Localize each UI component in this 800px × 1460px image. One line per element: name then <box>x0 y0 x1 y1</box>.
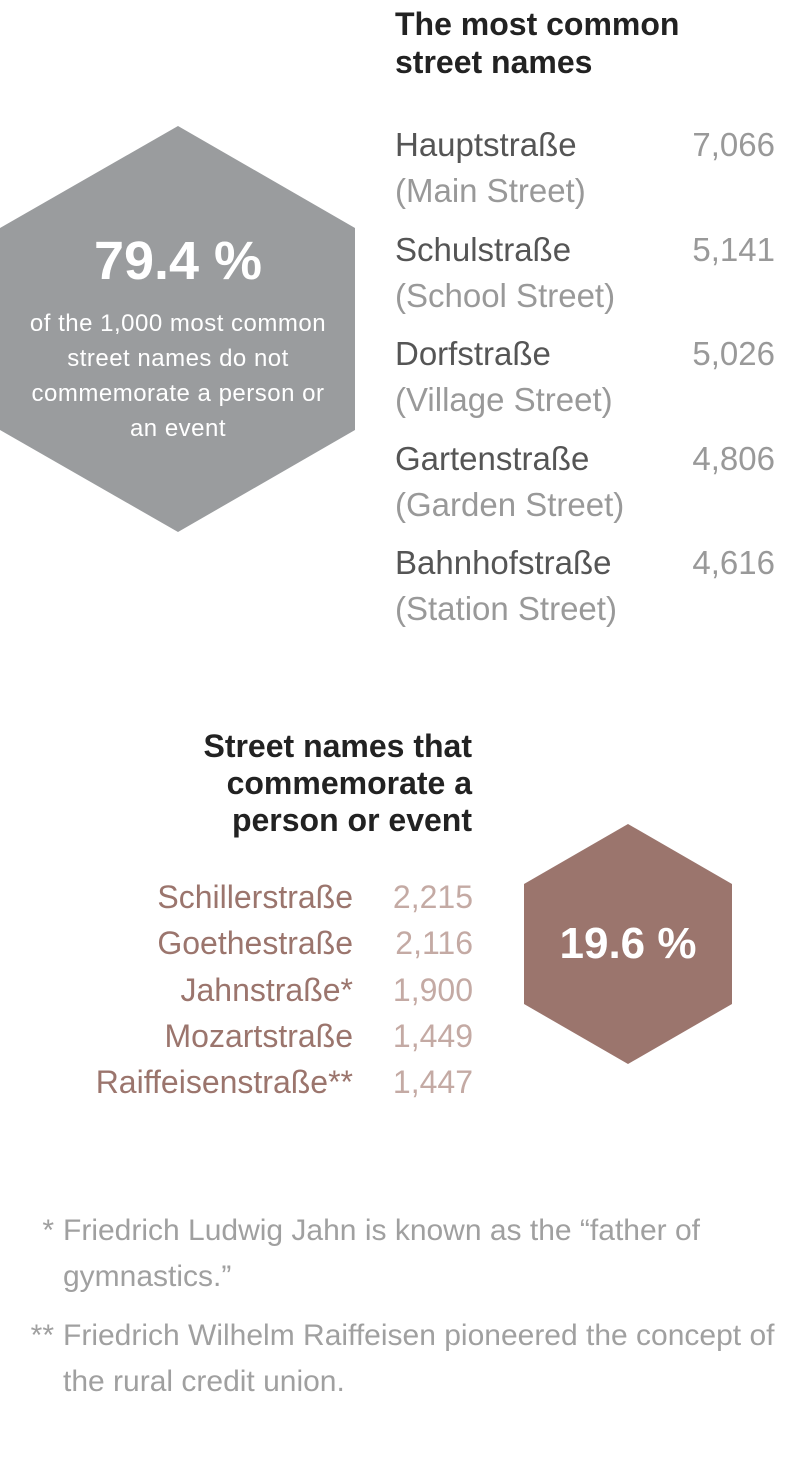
street-count: 5,026 <box>692 335 775 372</box>
street-translation: (Main Street) <box>395 172 586 209</box>
title: Street names that commemorate a person o… <box>203 728 472 838</box>
street-count: 1,900 <box>392 971 473 1008</box>
street-name: Dorfstraße <box>395 335 551 372</box>
title: The most common street names <box>395 6 680 80</box>
street-count: 2,215 <box>392 879 473 915</box>
street-translation: (Station Street) <box>395 590 617 627</box>
street-translation: (Garden Street) <box>395 485 625 523</box>
street-count: 1,447 <box>392 1064 473 1101</box>
brown-hexagon <box>524 824 732 1064</box>
street-name: Goethestraße <box>157 925 353 962</box>
street-count: 4,616 <box>692 544 775 581</box>
gray-hexagon <box>0 126 355 532</box>
street-name: Gartenstraße <box>395 439 590 477</box>
street-name: Schillerstraße <box>157 879 353 915</box>
street-count: 4,806 <box>692 439 775 477</box>
street-name: Schulstraße <box>395 230 572 268</box>
street-count: 1,449 <box>392 1017 473 1054</box>
street-count: 5,141 <box>692 230 775 268</box>
footnote-text: Friedrich Wilhelm Raiffeisen pioneered t… <box>63 1319 775 1398</box>
footnote-marker: * <box>42 1214 54 1247</box>
street-count: 2,116 <box>395 925 473 962</box>
street-translation: (School Street) <box>395 276 616 314</box>
street-name: Bahnhofstraße <box>395 544 612 581</box>
street-translation: (Village Street) <box>395 381 613 418</box>
footnote-text: Friedrich Ludwig Jahn is known as the “f… <box>63 1214 700 1293</box>
street-name: Hauptstraße <box>395 126 577 163</box>
footnote-marker: ** <box>30 1319 54 1352</box>
stat-value: 19.6 % <box>559 919 697 968</box>
street-name: Mozartstraße <box>164 1017 353 1054</box>
stat-caption: of the 1,000 most common street names do… <box>29 310 327 442</box>
street-name: Jahnstraße* <box>180 971 353 1008</box>
stat-value: 79.4 % <box>93 231 263 291</box>
street-name: Raiffeisenstraße** <box>95 1064 353 1101</box>
street-count: 7,066 <box>692 126 775 163</box>
